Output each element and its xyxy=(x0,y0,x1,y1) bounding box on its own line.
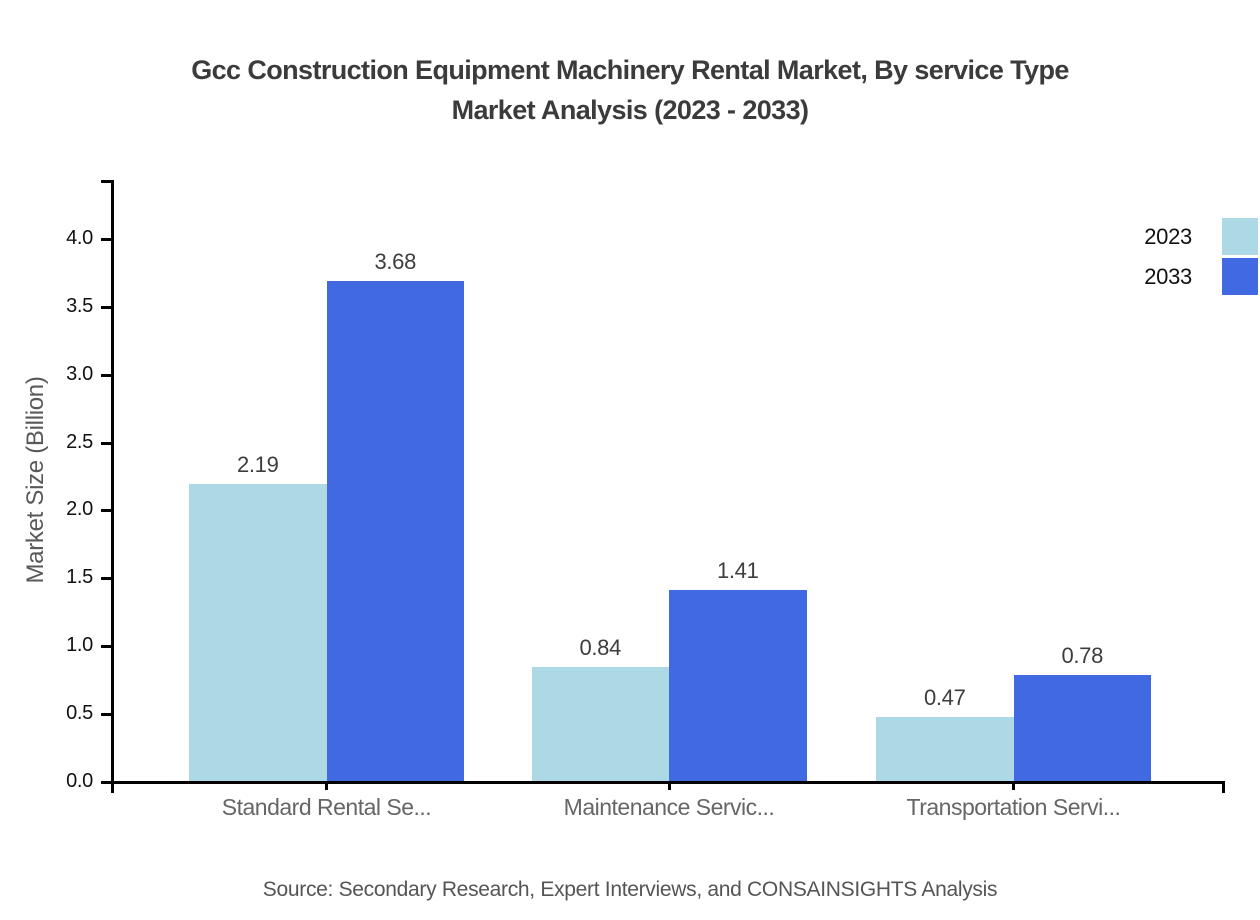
x-axis-right-outer-tick xyxy=(1222,781,1225,793)
y-axis-top-cap xyxy=(101,180,111,183)
y-tick-label-2.5: 2.5 xyxy=(66,430,93,453)
y-tick-0.5 xyxy=(101,713,111,717)
category-label-transportation-servi: Transportation Servi... xyxy=(906,794,1121,820)
chart-title-line-1: Gcc Construction Equipment Machinery Ren… xyxy=(191,55,1069,85)
bar-2033-maintenance-servic xyxy=(669,589,807,781)
category-label-maintenance-servic: Maintenance Servic... xyxy=(563,794,775,820)
x-tick-transportation-servi xyxy=(1012,781,1015,790)
bar-value-label-2023-maintenance-servic: 0.84 xyxy=(579,634,622,660)
y-axis xyxy=(111,180,114,784)
bar-value-label-2023-standard-rental-se: 2.19 xyxy=(236,451,279,477)
legend-item-2033: 2033 xyxy=(1144,258,1258,295)
y-tick-2.5 xyxy=(101,441,111,445)
y-tick-3.5 xyxy=(101,305,111,309)
x-tick-standard-rental-se xyxy=(325,781,328,790)
bar-value-label-2033-maintenance-servic: 1.41 xyxy=(716,557,759,583)
bar-2033-transportation-servi xyxy=(1013,675,1151,781)
y-tick-label-0.0: 0.0 xyxy=(66,770,93,792)
source-note: Source: Secondary Research, Expert Inter… xyxy=(262,878,998,901)
legend: 2023 2033 xyxy=(1144,218,1258,298)
y-tick-label-1.5: 1.5 xyxy=(66,566,93,589)
y-tick-1.0 xyxy=(101,645,111,649)
y-tick-label-0.5: 0.5 xyxy=(66,702,93,725)
bar-2023-standard-rental-se xyxy=(189,483,327,781)
legend-swatch-2023 xyxy=(1222,218,1258,255)
y-tick-0.0 xyxy=(101,781,111,784)
x-axis xyxy=(111,781,1225,784)
chart-title-line-2: Market Analysis (2023 - 2033) xyxy=(451,95,809,125)
bar-2033-standard-rental-se xyxy=(326,281,464,781)
y-axis-label: Market Size (Billion) xyxy=(22,376,49,584)
y-tick-label-3.5: 3.5 xyxy=(66,294,93,317)
bar-2023-maintenance-servic xyxy=(531,666,669,781)
y-tick-4.0 xyxy=(101,237,111,241)
x-tick-maintenance-servic xyxy=(667,781,671,790)
legend-swatch-2033 xyxy=(1222,258,1258,295)
y-tick-2.0 xyxy=(101,509,111,513)
y-tick-1.5 xyxy=(101,577,111,581)
y-tick-label-4.0: 4.0 xyxy=(66,226,93,249)
bar-2023-transportation-servi xyxy=(876,717,1014,781)
legend-item-2023: 2023 xyxy=(1144,218,1258,255)
legend-label-2033: 2033 xyxy=(1144,263,1192,289)
legend-label-2023: 2023 xyxy=(1144,223,1192,249)
y-tick-label-2.0: 2.0 xyxy=(66,498,93,521)
y-tick-3.0 xyxy=(101,373,111,377)
chart-title: Gcc Construction Equipment Machinery Ren… xyxy=(0,50,1260,130)
y-tick-label-3.0: 3.0 xyxy=(66,362,93,385)
bar-value-label-2033-transportation-servi: 0.78 xyxy=(1061,643,1104,669)
bar-value-label-2023-transportation-servi: 0.47 xyxy=(923,685,966,711)
y-tick-label-1.0: 1.0 xyxy=(66,634,93,657)
category-label-standard-rental-se: Standard Rental Se... xyxy=(221,794,432,820)
bar-value-label-2033-standard-rental-se: 3.68 xyxy=(374,249,417,275)
x-axis-left-outer-tick xyxy=(111,781,114,793)
